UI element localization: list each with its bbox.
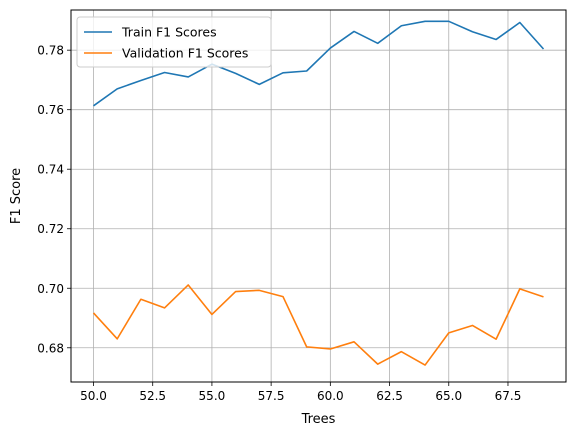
x-axis-label: Trees xyxy=(301,412,336,427)
series-line-validation xyxy=(92,284,544,366)
x-tick-label: 67.5 xyxy=(495,389,522,403)
y-tick-label: 0.74 xyxy=(37,163,64,177)
grid-lines xyxy=(71,10,566,382)
plot-area-frame xyxy=(70,9,567,383)
series-line-train xyxy=(93,20,545,107)
y-tick-label: 0.70 xyxy=(37,282,64,296)
legend-box xyxy=(76,16,272,68)
legend: Train F1 Scores Validation F1 Scores xyxy=(76,16,272,68)
x-tick-label: 52.5 xyxy=(139,389,166,403)
legend-label-train: Train F1 Scores xyxy=(121,25,217,40)
y-axis-ticks: 0.68 0.70 0.72 0.74 0.76 0.78 xyxy=(37,44,71,355)
y-tick-label: 0.68 xyxy=(37,341,64,355)
legend-label-validation: Validation F1 Scores xyxy=(122,46,248,61)
y-tick-label: 0.72 xyxy=(37,222,64,236)
x-tick-label: 55.0 xyxy=(199,389,226,403)
y-tick-label: 0.78 xyxy=(37,44,64,58)
x-tick-label: 65.0 xyxy=(435,389,462,403)
series-lines xyxy=(92,20,545,366)
x-tick-label: 57.5 xyxy=(258,389,285,403)
x-tick-label: 50.0 xyxy=(80,389,107,403)
x-tick-label: 60.0 xyxy=(317,389,344,403)
x-axis-ticks: 50.0 52.5 55.0 57.5 60.0 62.5 65.0 67.5 xyxy=(80,382,521,403)
y-axis-label: F1 Score xyxy=(9,168,24,224)
x-tick-label: 62.5 xyxy=(376,389,403,403)
y-tick-label: 0.76 xyxy=(37,103,64,117)
